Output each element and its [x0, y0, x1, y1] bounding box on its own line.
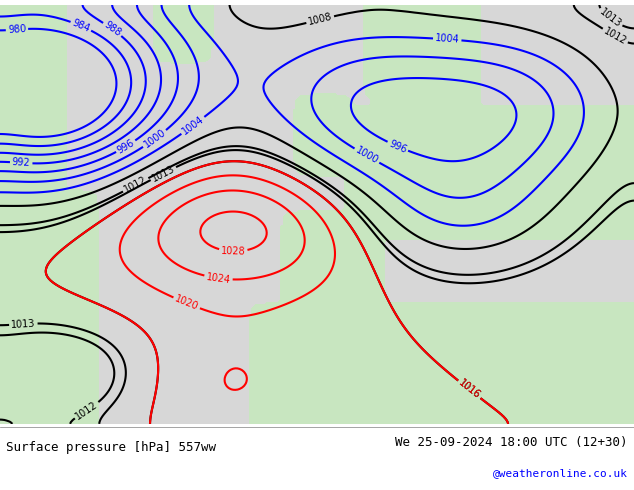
Text: 1028: 1028 — [221, 246, 246, 257]
Text: 1004: 1004 — [180, 114, 206, 137]
Text: 996: 996 — [387, 138, 408, 155]
Text: 1000: 1000 — [354, 146, 380, 166]
Text: 1020: 1020 — [173, 294, 200, 313]
Text: 980: 980 — [8, 24, 27, 35]
Text: 984: 984 — [70, 18, 91, 34]
Text: 992: 992 — [11, 157, 30, 169]
Text: 1016: 1016 — [456, 378, 482, 401]
Text: 1012: 1012 — [74, 399, 100, 421]
Text: 1012: 1012 — [602, 26, 628, 47]
Text: @weatheronline.co.uk: @weatheronline.co.uk — [493, 468, 628, 478]
Text: 1013: 1013 — [150, 163, 176, 183]
Text: We 25-09-2024 18:00 UTC (12+30): We 25-09-2024 18:00 UTC (12+30) — [395, 436, 628, 449]
Text: 1013: 1013 — [11, 318, 36, 330]
Text: 1004: 1004 — [435, 33, 460, 45]
Text: 1013: 1013 — [597, 7, 623, 30]
Text: 1024: 1024 — [205, 271, 231, 285]
Text: 988: 988 — [102, 20, 123, 39]
Text: Surface pressure [hPa] 557ww: Surface pressure [hPa] 557ww — [6, 441, 216, 454]
Text: 1008: 1008 — [307, 12, 333, 27]
Text: 1000: 1000 — [142, 127, 167, 150]
Text: 996: 996 — [115, 137, 136, 155]
Text: 1012: 1012 — [122, 175, 149, 195]
Text: 1016: 1016 — [456, 378, 482, 401]
